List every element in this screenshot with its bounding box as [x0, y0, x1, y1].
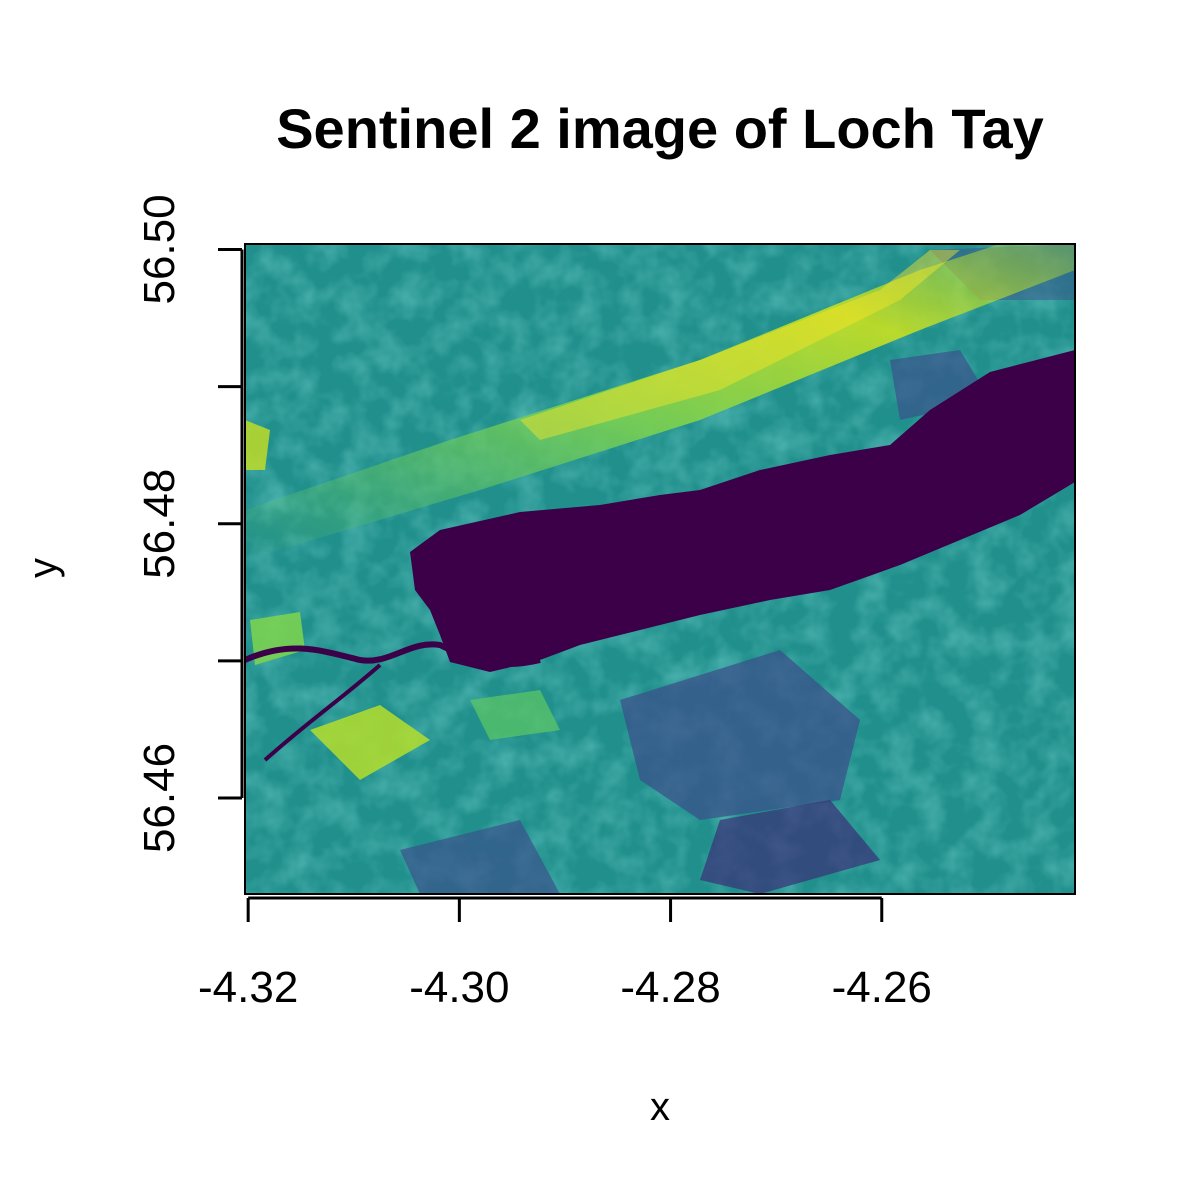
field	[245, 420, 270, 470]
x-tick-label: -4.32	[198, 963, 298, 1012]
y-axis-label: y	[21, 558, 65, 578]
forest-patch	[400, 820, 560, 894]
y-tick-label: 56.50	[135, 194, 184, 304]
ridge-peak	[520, 250, 960, 440]
x-tick-label: -4.28	[620, 963, 720, 1012]
loch-water	[410, 350, 1075, 672]
chart-title: Sentinel 2 image of Loch Tay	[276, 97, 1044, 160]
y-tick-label: 56.46	[135, 743, 184, 853]
field	[310, 705, 430, 780]
field	[470, 690, 560, 740]
x-axis: -4.32 -4.30 -4.28 -4.26	[198, 896, 932, 1012]
y-axis: 56.46 56.48 56.50	[135, 194, 244, 853]
forest-patch	[700, 800, 880, 894]
raster-image	[245, 244, 1075, 894]
plot-frame	[244, 243, 1076, 895]
x-tick-label: -4.30	[409, 963, 509, 1012]
ridge-band	[245, 244, 1075, 560]
x-tick-label: -4.26	[832, 963, 932, 1012]
x-axis-label: x	[650, 1085, 670, 1129]
forest-patch	[620, 650, 860, 820]
river	[263, 663, 382, 762]
y-tick-label: 56.48	[135, 469, 184, 579]
